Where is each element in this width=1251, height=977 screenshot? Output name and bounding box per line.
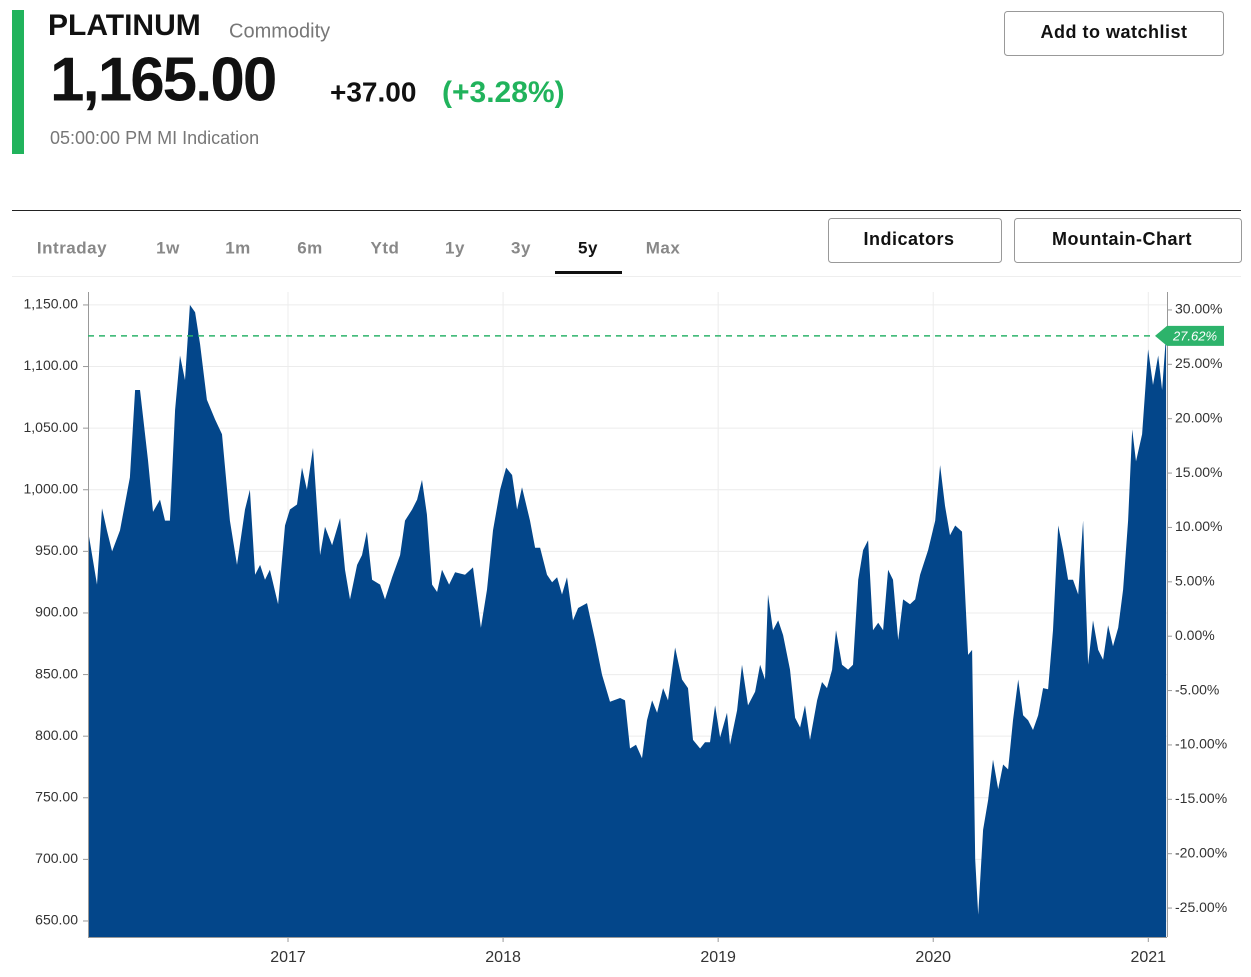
change: +37.00 (330, 76, 416, 107)
tab[interactable]: 1m (225, 238, 251, 257)
y-tick-label: 850.00 (35, 665, 78, 681)
tab[interactable]: Intraday (37, 238, 107, 257)
tab-underline (555, 271, 622, 274)
y2-tick-label: -20.00% (1175, 844, 1227, 860)
x-tick-label: 2021 (1130, 949, 1166, 966)
y2-tick-label: 5.00% (1175, 573, 1215, 589)
x-tick-label: 2018 (485, 949, 521, 966)
y2-tick-label: -5.00% (1175, 681, 1219, 697)
button-label[interactable]: Mountain-Chart (1052, 229, 1192, 249)
chart: 650.00 700.00 750.00 800.00 850.00 900.00 950.… (24, 292, 1227, 966)
x-tick-label: 2020 (915, 949, 951, 966)
y-tick-label: 1,100.00 (24, 357, 79, 373)
button-frame (1014, 218, 1242, 263)
y2-tick-label: -25.00% (1175, 899, 1227, 915)
y2-tick-label: -10.00% (1175, 736, 1227, 752)
title: PLATINUM (48, 9, 201, 42)
chart-type-button[interactable]: Mountain-Chart (1014, 218, 1242, 263)
y-tick-label: 750.00 (35, 788, 78, 804)
y-tick-label: 1,000.00 (24, 480, 79, 496)
change-pct: (+3.28%) (442, 76, 565, 109)
price: 1,165.00 (50, 45, 275, 114)
reference-tag (1155, 325, 1224, 346)
watchlist-button[interactable]: Add to watchlist (1004, 11, 1224, 56)
tab[interactable]: 1y (445, 238, 465, 257)
tab[interactable]: 1w (156, 238, 180, 257)
kind: Commodity (229, 20, 330, 42)
y-tick-label: 800.00 (35, 727, 78, 743)
y2-tick-label: -15.00% (1175, 790, 1227, 806)
x-tick-label: 2017 (270, 949, 306, 966)
y-tick-label: 700.00 (35, 850, 78, 866)
y-tick-label: 950.00 (35, 542, 78, 558)
tab[interactable]: 3y (511, 238, 531, 257)
y-tick-label: 650.00 (35, 912, 78, 928)
area (88, 304, 1167, 937)
y2-tick-label: 0.00% (1175, 627, 1215, 643)
x-tick-label: 2019 (700, 949, 736, 966)
tab[interactable]: 6m (297, 238, 323, 257)
time: 05:00:00 PM MI Indication (50, 128, 259, 148)
tab[interactable]: Ytd (371, 238, 400, 257)
y2-tick-label: 25.00% (1175, 355, 1222, 371)
button-label[interactable]: Add to watchlist (1041, 22, 1188, 42)
tabs: Intraday 1w 1m 6m Ytd 1y 3y 5y Max (37, 238, 680, 274)
button-frame (1004, 11, 1224, 56)
y2-tick-label: 20.00% (1175, 409, 1222, 425)
y-tick-label: 1,150.00 (24, 296, 79, 312)
reference-label: 27.62% (1172, 328, 1217, 343)
button-frame (828, 218, 1002, 263)
indicators-button[interactable]: Indicators (828, 218, 1002, 263)
tab[interactable]: 5y (578, 238, 598, 257)
y-tick-label: 900.00 (35, 604, 78, 620)
button-label[interactable]: Indicators (863, 229, 954, 249)
y2-tick-label: 15.00% (1175, 464, 1222, 480)
accent-bar (12, 10, 24, 154)
y2-tick-label: 10.00% (1175, 518, 1222, 534)
y-tick-label: 1,050.00 (24, 419, 79, 435)
y2-tick-label: 30.00% (1175, 301, 1222, 317)
tab[interactable]: Max (646, 238, 681, 257)
